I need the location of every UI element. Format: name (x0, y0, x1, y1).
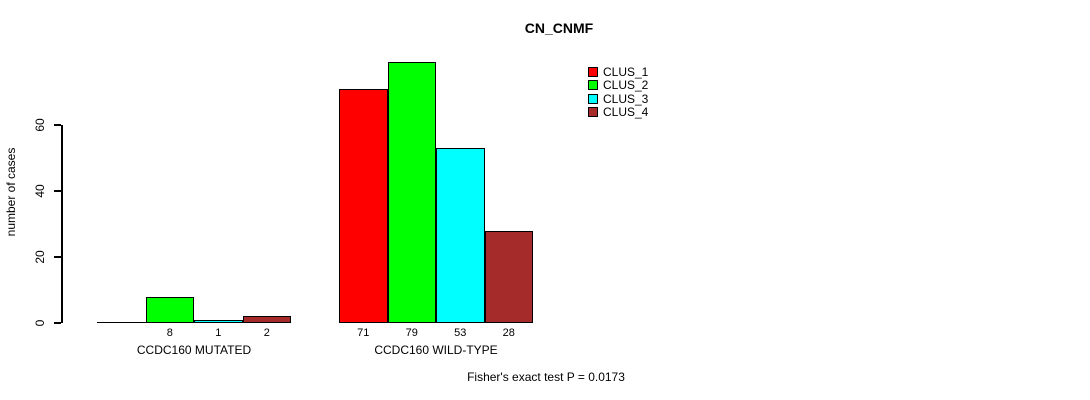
bar-value-label: 8 (166, 327, 173, 339)
bar-value-label: 2 (263, 327, 270, 339)
bar (387, 62, 436, 323)
legend-item: CLUS_3 (588, 92, 648, 106)
legend-item: CLUS_4 (588, 106, 648, 120)
y-tick (54, 256, 61, 258)
legend-swatch-icon (588, 93, 598, 104)
y-tick-label: 20 (33, 250, 47, 264)
legend: CLUS_1 CLUS_2 CLUS_3 CLUS_4 (588, 65, 648, 119)
bar (339, 88, 388, 323)
bar (436, 148, 485, 323)
y-tick (54, 124, 61, 126)
legend-swatch-icon (588, 107, 598, 118)
x-group-label-wildtype: CCDC160 WILD-TYPE (374, 343, 498, 357)
fisher-test-annotation: Fisher's exact test P = 0.0173 (467, 370, 625, 384)
legend-label: CLUS_1 (603, 64, 649, 79)
legend-swatch-icon (588, 80, 598, 91)
y-axis-label: number of cases (4, 147, 18, 237)
x-group-label-mutated: CCDC160 MUTATED (136, 343, 252, 357)
legend-label: CLUS_3 (603, 91, 649, 106)
bar-value-label: 53 (454, 327, 467, 339)
bar (484, 230, 533, 323)
y-tick-label: 40 (33, 184, 47, 198)
legend-label: CLUS_4 (603, 105, 649, 120)
y-tick (54, 322, 61, 324)
legend-item: CLUS_1 (588, 65, 648, 79)
y-tick (54, 190, 61, 192)
y-tick-label: 0 (33, 319, 47, 327)
bar (145, 296, 194, 323)
y-tick-label: 60 (33, 118, 47, 132)
bar-value-label: 28 (502, 327, 515, 339)
y-axis-line (61, 125, 63, 323)
bar-value-label: 71 (357, 327, 370, 339)
legend-swatch-icon (588, 66, 598, 77)
bar (194, 319, 243, 323)
bar-value-label: 1 (215, 327, 222, 339)
legend-label: CLUS_2 (603, 78, 649, 93)
legend-item: CLUS_2 (588, 79, 648, 93)
chart-title: CN_CNMF (524, 20, 594, 36)
bar-value-label: 79 (405, 327, 418, 339)
bar (242, 316, 291, 323)
